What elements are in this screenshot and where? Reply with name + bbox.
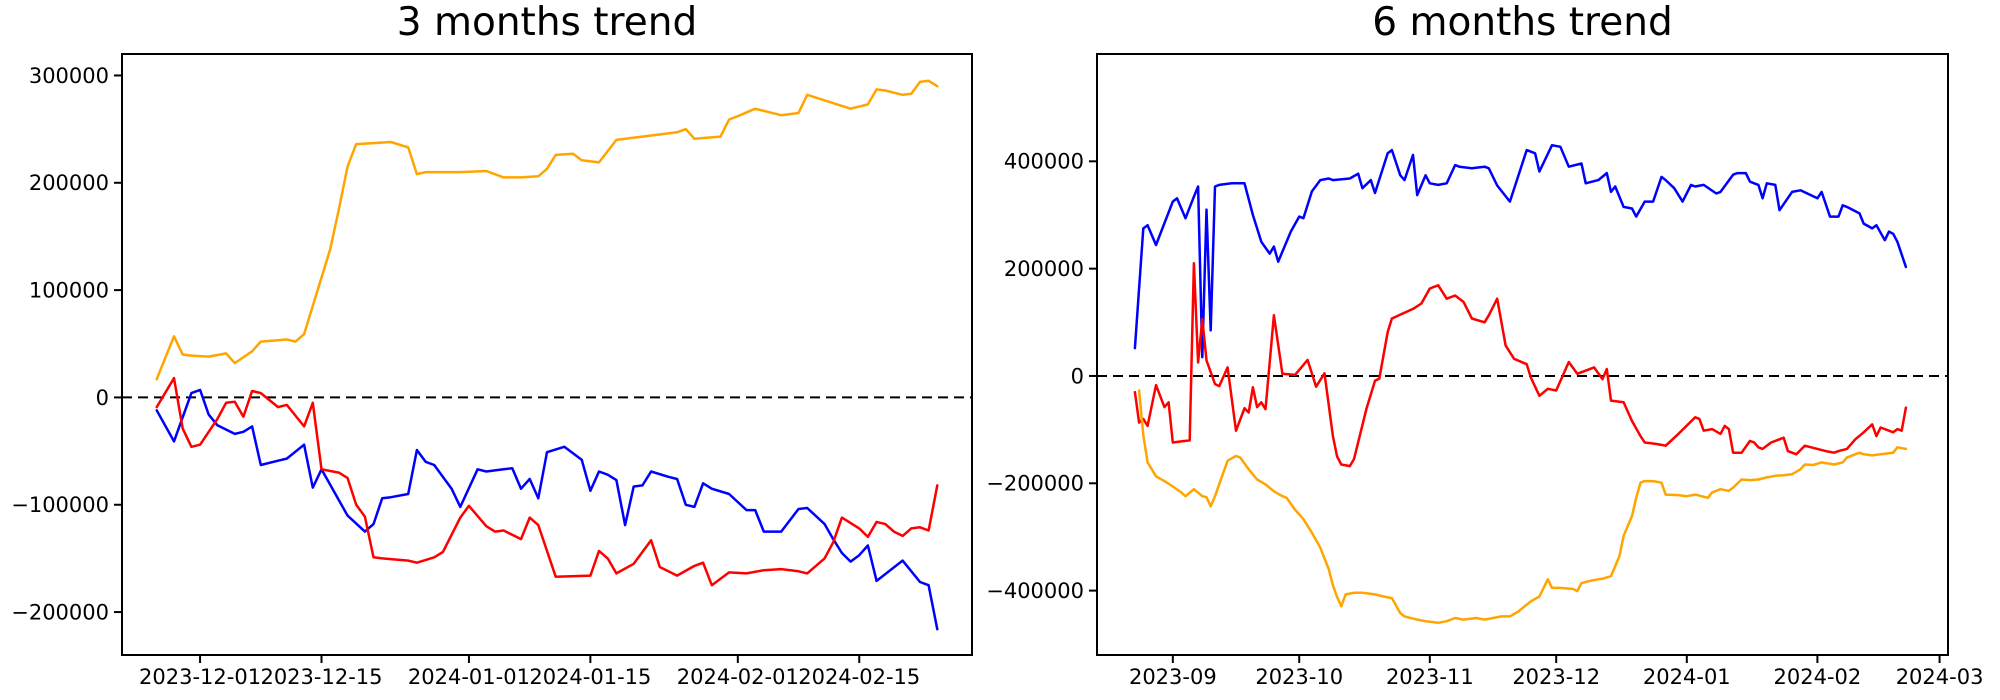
x-tick-label: 2024-01 bbox=[1643, 665, 1731, 689]
x-tick-label: 2024-02-15 bbox=[798, 665, 920, 689]
series-blue-line bbox=[155, 388, 939, 631]
x-tick-label: 2023-12-15 bbox=[260, 665, 382, 689]
axes-spines bbox=[1096, 53, 1949, 656]
x-tick-label: 2024-03 bbox=[1896, 665, 1984, 689]
y-tick-label: 100000 bbox=[29, 278, 109, 302]
series-orange-line bbox=[1137, 389, 1908, 625]
x-tick-label: 2023-09 bbox=[1129, 665, 1217, 689]
y-tick-label: −200000 bbox=[986, 472, 1084, 496]
y-tick-label: 200000 bbox=[29, 171, 109, 195]
series-blue-line bbox=[1133, 143, 1908, 359]
x-tick-label: 2024-01-15 bbox=[529, 665, 651, 689]
x-tick-label: 2024-02 bbox=[1774, 665, 1862, 689]
y-tick-label: 0 bbox=[1071, 364, 1084, 388]
x-tick-label: 2024-02-01 bbox=[677, 665, 799, 689]
y-tick-label: −400000 bbox=[986, 579, 1084, 603]
y-tick-label: 200000 bbox=[1004, 257, 1084, 281]
six-months-plot: 2023-09 2023-10 2023-11 2023-12 2024-01 2024-… bbox=[986, 53, 1984, 689]
chart-title-6-months: 6 months trend bbox=[1372, 0, 1673, 45]
series-red-line bbox=[155, 376, 939, 587]
y-tick-label: −200000 bbox=[11, 600, 109, 624]
y-tick-label: 0 bbox=[96, 386, 109, 410]
three-months-plot: 2023-12-01 2023-12-15 2024-01-01 2024-01-15… bbox=[11, 53, 973, 689]
x-tick-label: 2024-01-01 bbox=[408, 665, 530, 689]
x-tick-label: 2023-12-01 bbox=[139, 665, 261, 689]
series-red-line bbox=[1133, 262, 1908, 468]
y-tick-label: 300000 bbox=[29, 64, 109, 88]
series-orange-line bbox=[155, 79, 939, 381]
x-tick-label: 2023-10 bbox=[1255, 665, 1343, 689]
x-tick-label: 2023-11 bbox=[1386, 665, 1474, 689]
y-tick-label: −100000 bbox=[11, 493, 109, 517]
y-tick-label: 400000 bbox=[1004, 150, 1084, 174]
chart-title-3-months: 3 months trend bbox=[396, 0, 698, 45]
x-tick-label: 2023-12 bbox=[1512, 665, 1600, 689]
axes-spines bbox=[121, 53, 973, 656]
